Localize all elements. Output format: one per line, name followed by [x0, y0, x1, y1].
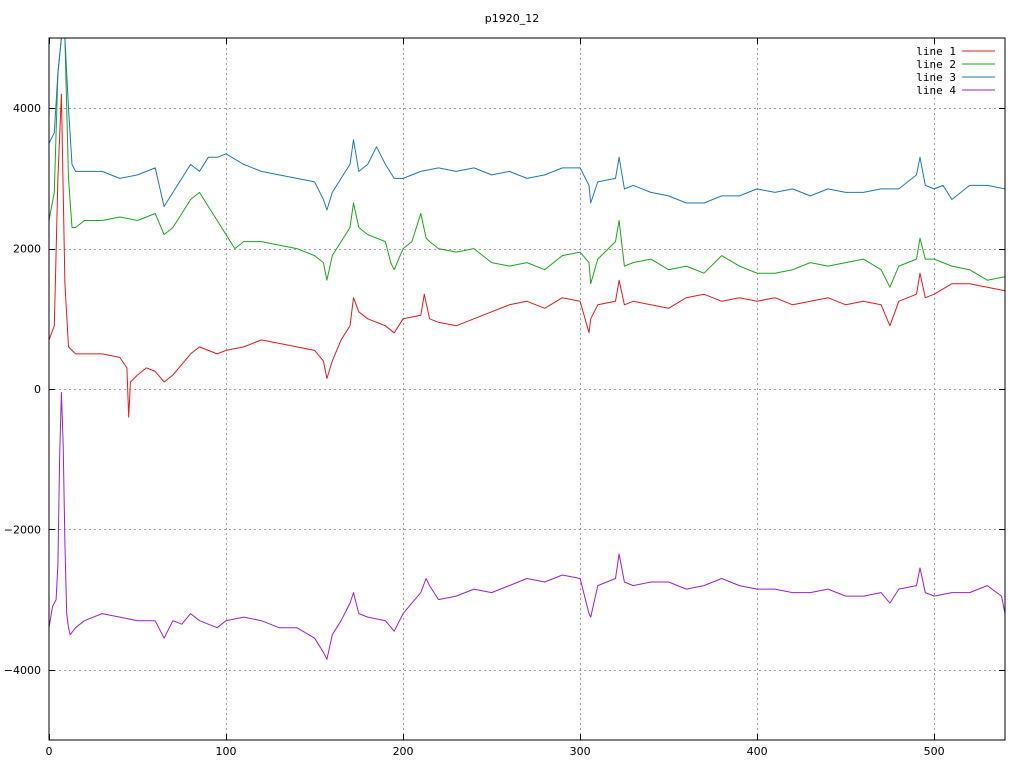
- plot-lines: [49, 38, 1005, 660]
- legend-label-4: line 4: [916, 84, 956, 97]
- y-tick-label: 0: [34, 383, 41, 396]
- y-tick-label: 4000: [13, 102, 41, 115]
- grid: [49, 38, 1005, 740]
- legend-label-1: line 1: [916, 45, 956, 58]
- legend-label-3: line 3: [916, 71, 956, 84]
- y-tick-label: −2000: [4, 523, 41, 536]
- series-line-2: [49, 38, 1005, 288]
- chart-title: p1920_12: [485, 12, 539, 25]
- x-tick-label: 200: [393, 745, 414, 758]
- x-tick-label: 500: [924, 745, 945, 758]
- x-tick-label: 0: [46, 745, 53, 758]
- y-tick-label: −4000: [4, 664, 41, 677]
- axis-ticks: 0 100 200 300 400 500 −4000 −2000 0 2000 4000: [4, 38, 1005, 758]
- series-line-4: [49, 392, 1005, 660]
- series-line-3: [49, 38, 1005, 211]
- x-tick-label: 100: [216, 745, 237, 758]
- x-tick-label: 400: [747, 745, 768, 758]
- legend-label-2: line 2: [916, 58, 956, 71]
- x-tick-label: 300: [570, 745, 591, 758]
- series-line-1: [49, 93, 1005, 418]
- y-tick-label: 2000: [13, 243, 41, 256]
